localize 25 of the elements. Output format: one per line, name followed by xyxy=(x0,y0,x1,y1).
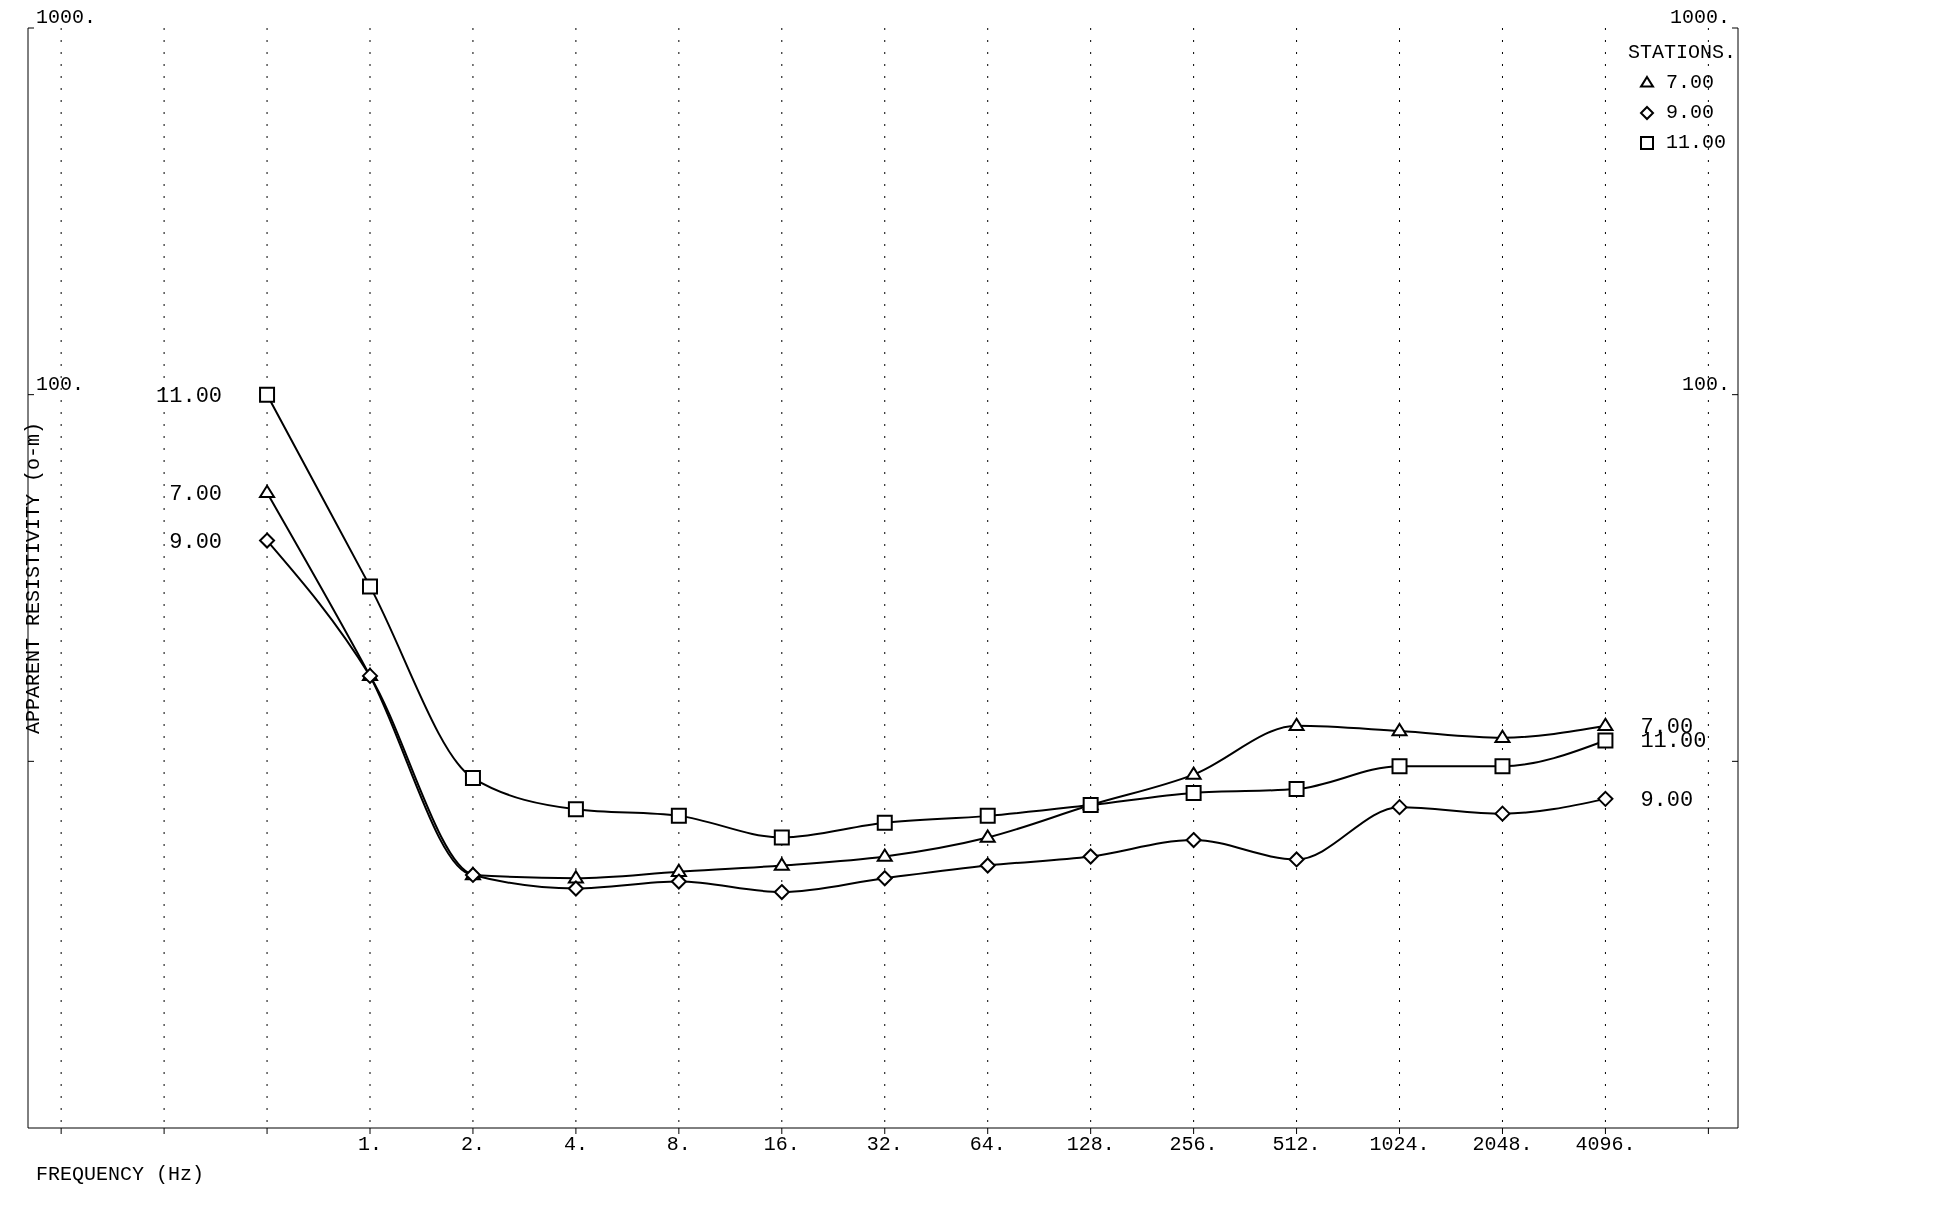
x-tick-label: 8. xyxy=(666,1133,691,1157)
text: 100. xyxy=(1681,372,1730,396)
text: 9.00 xyxy=(169,529,223,555)
legend-label: 7.00 xyxy=(1666,70,1715,96)
x-tick-label: 4096. xyxy=(1575,1133,1636,1157)
x-tick-label: 64. xyxy=(969,1133,1006,1157)
legend-label: 11.00 xyxy=(1666,130,1727,156)
x-tick-label: 2048. xyxy=(1472,1133,1533,1157)
text: 7.00 xyxy=(169,481,223,507)
text: 11.00 xyxy=(156,383,223,409)
legend-title: STATIONS. xyxy=(1628,40,1738,66)
x-axis-title: FREQUENCY (Hz) xyxy=(36,1163,205,1186)
x-tick-label: 2. xyxy=(460,1133,485,1157)
x-tick-label: 16. xyxy=(763,1133,800,1157)
x-tick-label: 1. xyxy=(357,1133,383,1157)
x-tick-label: 4. xyxy=(563,1133,588,1157)
x-tick-label: 1024. xyxy=(1369,1133,1430,1157)
x-tick-label: 32. xyxy=(866,1133,903,1157)
x-tick-label: 256. xyxy=(1169,1133,1218,1157)
x-tick-label: 512. xyxy=(1272,1133,1321,1157)
text: 1000. xyxy=(1669,6,1730,30)
text: 9.00 xyxy=(1640,787,1694,813)
y-axis-title: APPARENT RESISTIVITY (o-m) xyxy=(22,421,46,735)
x-tick-label: 128. xyxy=(1066,1133,1115,1157)
legend-label: 9.00 xyxy=(1666,100,1715,126)
